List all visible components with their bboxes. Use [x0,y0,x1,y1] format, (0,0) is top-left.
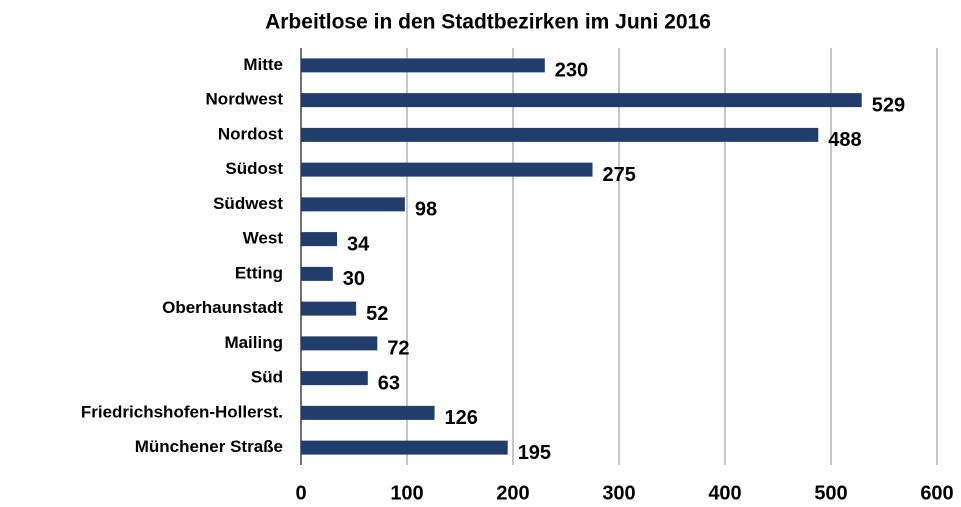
y-tick-label: West [243,229,284,248]
bar [301,440,508,455]
x-tick-label: 0 [295,482,306,504]
data-label: 126 [445,407,478,429]
x-tick-label: 400 [708,482,741,504]
y-tick-label: Münchener Straße [135,437,283,456]
x-tick-label: 500 [814,482,847,504]
y-tick-label: Friedrichshofen-Hollerst. [81,402,283,421]
data-label: 34 [347,233,370,255]
y-tick-label: Oberhaunstadt [162,298,283,317]
x-tick-label: 300 [602,482,635,504]
data-label: 72 [387,338,409,360]
bar [301,58,545,73]
data-label: 275 [603,164,636,186]
y-tick-label: Nordost [218,124,284,143]
y-tick-label: Mailing [224,333,283,352]
x-tick-label: 200 [496,482,529,504]
chart-title: Arbeitlose in den Stadtbezirken im Juni … [265,11,711,34]
bar [301,162,593,177]
bar [301,266,333,281]
data-label: 30 [343,268,365,290]
data-label: 230 [555,60,588,82]
bar [301,405,435,420]
bar [301,301,357,316]
data-label: 529 [872,94,905,116]
bar [301,371,368,386]
y-tick-label: Mitte [243,55,283,74]
data-label: 98 [415,199,437,221]
data-label: 52 [366,303,388,325]
y-tick-label: Nordwest [206,90,284,109]
bar [301,232,338,247]
y-tick-label: Süd [251,368,283,387]
bar [301,336,378,351]
data-label: 63 [378,372,400,394]
bar [301,127,819,142]
x-tick-label: 600 [920,482,953,504]
y-tick-label: Südwest [213,194,283,213]
data-label: 488 [828,129,861,151]
bar [301,93,862,108]
x-tick-label: 100 [390,482,423,504]
bar [301,197,405,212]
y-tick-label: Südost [225,159,283,178]
data-label: 195 [518,442,551,464]
y-tick-label: Etting [235,263,283,282]
